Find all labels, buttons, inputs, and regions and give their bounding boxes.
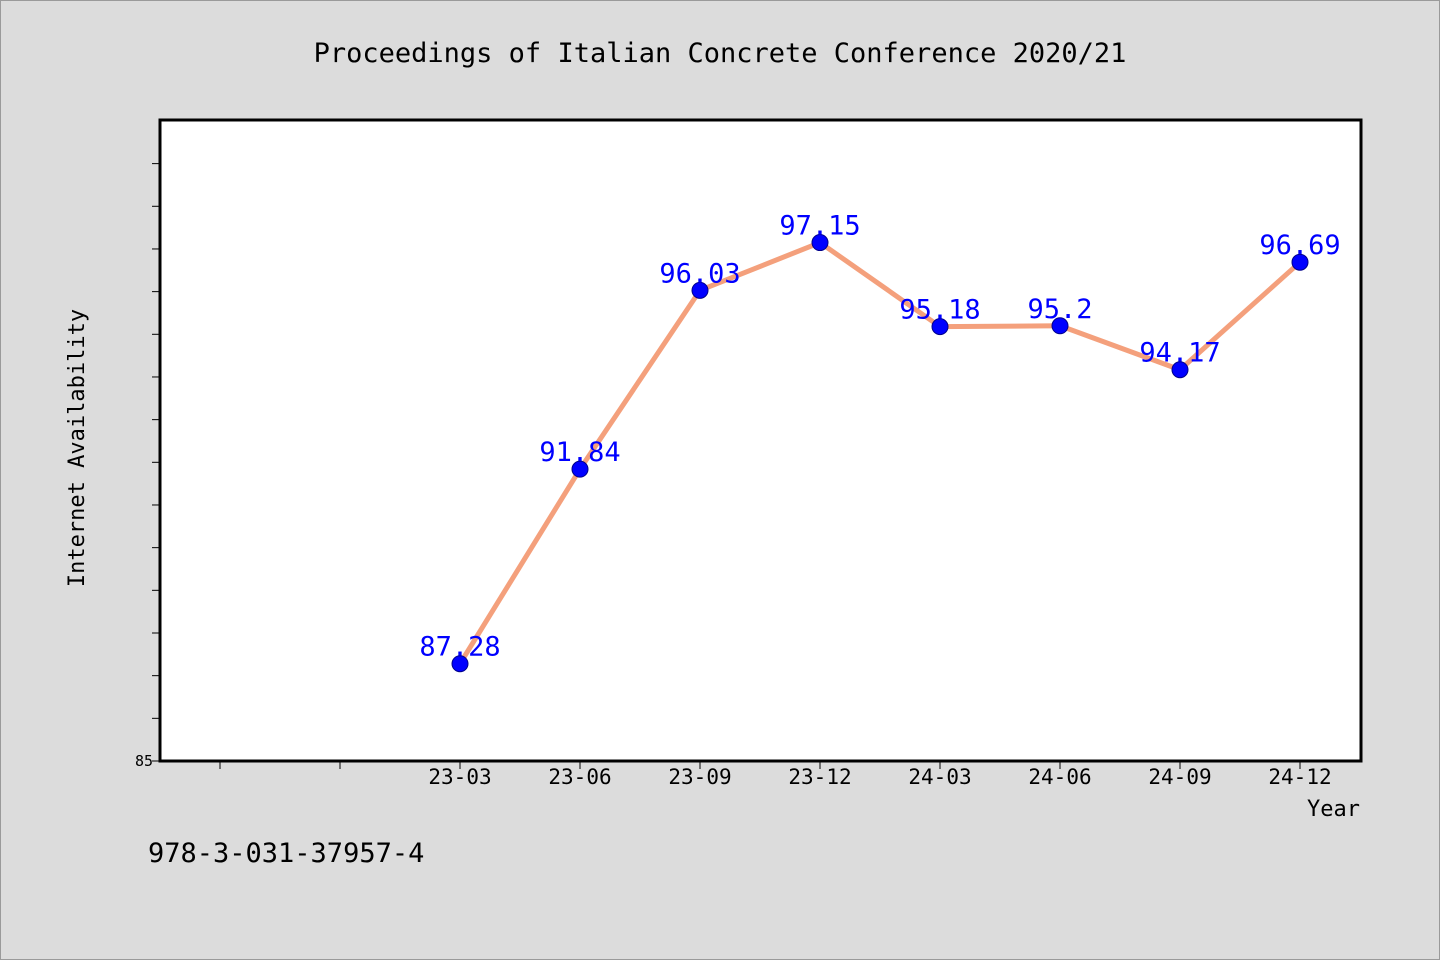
plot-area <box>158 118 1363 763</box>
x-tick-label: 23-06 <box>548 765 611 789</box>
isbn-text: 978-3-031-37957-4 <box>148 838 424 869</box>
series-group: 87.28 91.84 96.03 97.15 95.18 95.2 94.17 96.69 <box>419 211 1341 673</box>
data-label: 95.18 <box>899 295 980 326</box>
data-point-marker <box>1291 253 1309 271</box>
x-tick-label: 23-12 <box>788 765 851 789</box>
data-label: 94.17 <box>1139 338 1220 369</box>
data-point-marker <box>811 234 829 252</box>
data-label: 97.15 <box>779 211 860 242</box>
x-tick-label: 24-06 <box>1028 765 1091 789</box>
x-tick-label: 24-03 <box>908 765 971 789</box>
data-point-marker <box>691 281 709 299</box>
data-point-marker <box>1171 361 1189 379</box>
data-label: 96.03 <box>659 258 740 289</box>
x-tick-label: 24-12 <box>1268 765 1331 789</box>
x-tick-label: 23-03 <box>428 765 491 789</box>
x-axis-ticks: 23-03 23-06 23-09 23-12 24-03 24-06 24-09 24-12 <box>219 761 1332 789</box>
data-point-marker <box>571 460 589 478</box>
series-line <box>457 240 1303 667</box>
x-tick-label: 24-09 <box>1148 765 1211 789</box>
data-label: 87.28 <box>419 632 500 663</box>
y-tick-label-85: 85 <box>135 752 153 770</box>
data-label: 95.2 <box>1027 294 1092 325</box>
chart-title: Proceedings of Italian Concrete Conferen… <box>314 38 1127 69</box>
data-point-marker <box>931 318 949 336</box>
data-label: 96.69 <box>1259 230 1340 261</box>
data-point-marker <box>1051 317 1069 335</box>
y-axis-ticks <box>152 163 160 762</box>
data-point-marker <box>451 655 469 673</box>
data-label: 91.84 <box>539 437 620 468</box>
y-axis-label: Internet Availability <box>65 309 90 587</box>
x-axis-label: Year <box>1307 797 1360 822</box>
x-tick-label: 23-09 <box>668 765 731 789</box>
